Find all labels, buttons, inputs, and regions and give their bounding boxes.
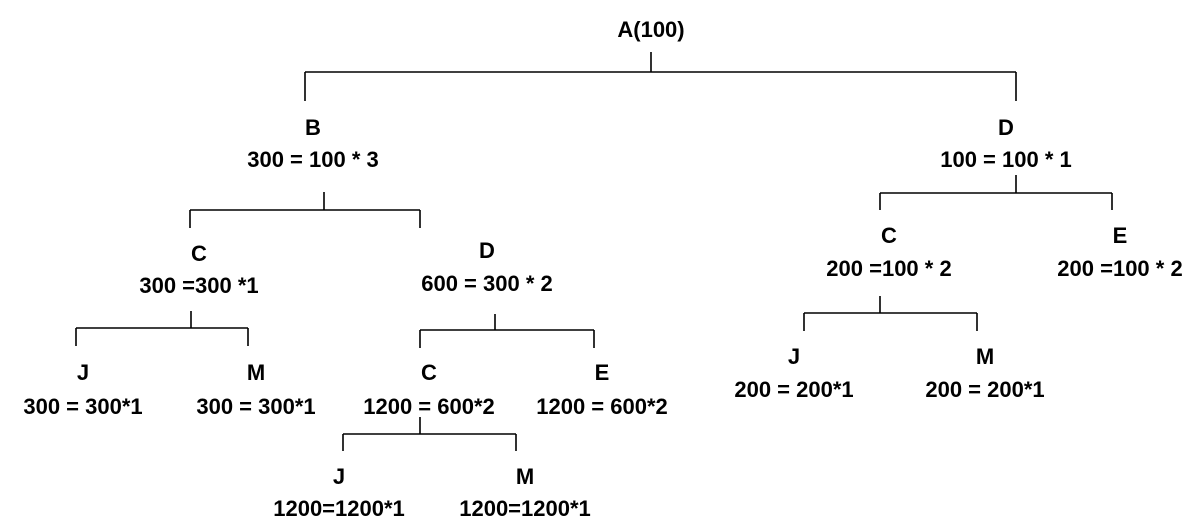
- node-root: A(100): [617, 17, 684, 42]
- node-bd: D 600 = 300 * 2: [421, 238, 553, 296]
- node-calc: 200 =100 * 2: [826, 256, 951, 281]
- node-name: C: [421, 360, 437, 385]
- node-d1: D 100 = 100 * 1: [940, 115, 1072, 172]
- node-calc: 200 = 200*1: [734, 377, 853, 402]
- node-calc: 200 =100 * 2: [1057, 256, 1182, 281]
- node-bcm: M 300 = 300*1: [196, 360, 315, 419]
- node-bc: C 300 =300 *1: [139, 241, 258, 298]
- node-name: B: [305, 115, 321, 140]
- connectors: [75, 52, 1113, 451]
- node-title: A(100): [617, 17, 684, 42]
- node-name: M: [976, 344, 994, 369]
- node-name: E: [1113, 223, 1128, 248]
- node-de: E 200 =100 * 2: [1057, 223, 1182, 281]
- node-dc: C 200 =100 * 2: [826, 223, 951, 281]
- node-name: C: [191, 241, 207, 266]
- node-dcm: M 200 = 200*1: [925, 344, 1044, 402]
- node-calc: 200 = 200*1: [925, 377, 1044, 402]
- node-name: M: [247, 360, 265, 385]
- node-name: M: [516, 464, 534, 489]
- node-calc: 1200 = 600*2: [363, 394, 495, 419]
- node-bde: E 1200 = 600*2: [536, 360, 668, 419]
- node-name: J: [77, 360, 89, 385]
- node-calc: 600 = 300 * 2: [421, 271, 553, 296]
- node-name: C: [881, 223, 897, 248]
- connector-bc: [75, 311, 249, 346]
- node-calc: 300 =300 *1: [139, 273, 258, 298]
- node-name: J: [333, 464, 345, 489]
- node-calc: 300 = 300*1: [196, 394, 315, 419]
- connector-d1: [879, 175, 1113, 210]
- node-calc: 300 = 300*1: [23, 394, 142, 419]
- node-calc: 100 = 100 * 1: [940, 147, 1072, 172]
- node-name: E: [595, 360, 610, 385]
- connector-dc: [803, 296, 978, 331]
- node-calc: 1200 = 600*2: [536, 394, 668, 419]
- connector-a: [304, 52, 1017, 101]
- node-bdcm: M 1200=1200*1: [459, 464, 591, 519]
- node-calc: 1200=1200*1: [273, 496, 405, 519]
- node-name: D: [479, 238, 495, 263]
- node-calc: 300 = 100 * 3: [247, 147, 379, 172]
- node-calc: 1200=1200*1: [459, 496, 591, 519]
- node-dcj: J 200 = 200*1: [734, 344, 853, 402]
- node-bcj: J 300 = 300*1: [23, 360, 142, 419]
- node-bdcj: J 1200=1200*1: [273, 464, 405, 519]
- connector-bdc: [342, 417, 517, 451]
- node-b: B 300 = 100 * 3: [247, 115, 379, 172]
- connector-bd: [419, 314, 595, 348]
- connector-b: [189, 192, 421, 228]
- node-name: J: [788, 344, 800, 369]
- node-name: D: [998, 115, 1014, 140]
- node-bdc: C 1200 = 600*2: [363, 360, 495, 419]
